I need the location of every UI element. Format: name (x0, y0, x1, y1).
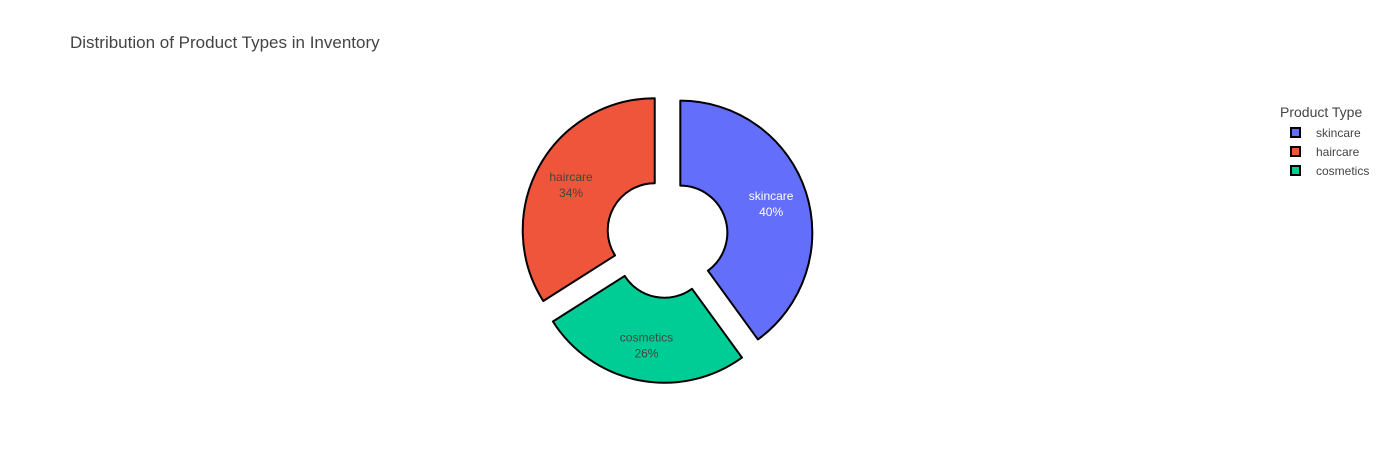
legend-swatch-skincare (1290, 127, 1301, 138)
legend-swatch-cosmetics (1290, 165, 1301, 176)
slice-label-cosmetics: cosmetics (620, 331, 673, 345)
legend-item-skincare[interactable]: skincare (1290, 123, 1390, 142)
legend-item-haircare[interactable]: haircare (1290, 142, 1390, 161)
slice-label-haircare: haircare (549, 170, 593, 184)
slice-percent-cosmetics: 26% (634, 347, 658, 361)
pie-slice-haircare[interactable] (521, 97, 656, 302)
legend-item-cosmetics[interactable]: cosmetics (1290, 161, 1390, 180)
pie-slice-cosmetics[interactable] (551, 274, 743, 384)
legend-swatch-haircare (1290, 146, 1301, 157)
slice-label-skincare: skincare (749, 189, 794, 203)
slice-percent-skincare: 40% (759, 205, 783, 219)
legend-label-skincare: skincare (1316, 125, 1361, 140)
pie-slice-skincare[interactable] (679, 99, 814, 341)
legend-label-cosmetics: cosmetics (1316, 163, 1370, 178)
legend-label-haircare: haircare (1316, 144, 1360, 159)
legend: Product Type skincare haircare cosmetics (1280, 104, 1390, 180)
slice-percent-haircare: 34% (559, 186, 583, 200)
legend-title: Product Type (1280, 104, 1363, 120)
pie-slices (521, 97, 814, 384)
chart-title: Distribution of Product Types in Invento… (70, 33, 380, 52)
pie-labels: skincare 40% cosmetics 26% haircare 34% (549, 170, 793, 360)
